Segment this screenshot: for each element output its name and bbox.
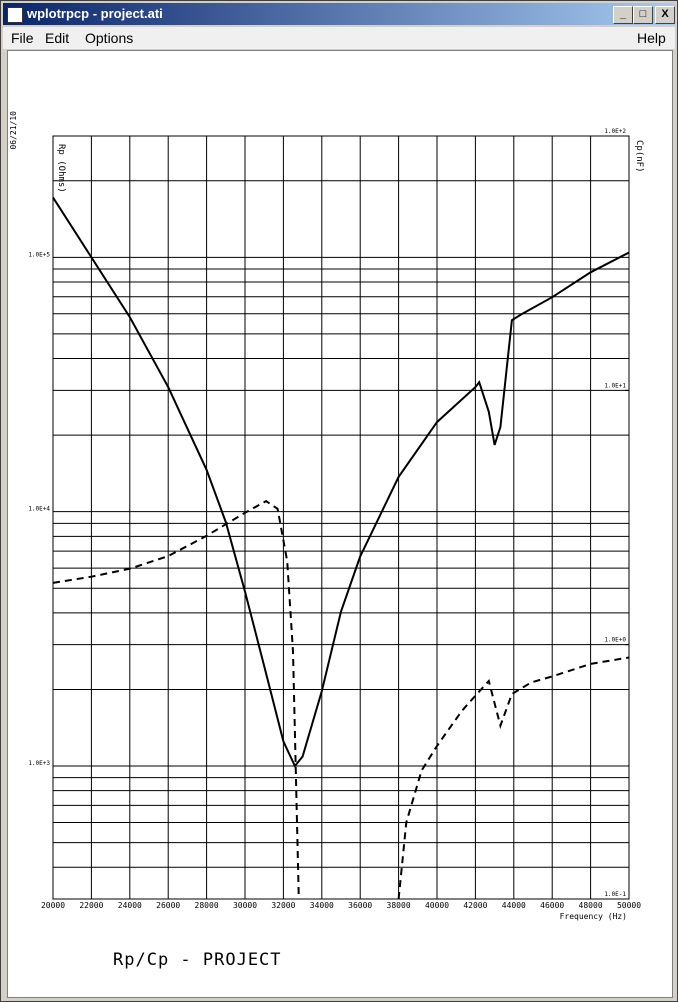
app-icon (7, 7, 23, 23)
x-tick-label: 38000 (387, 901, 411, 910)
menu-bar: File Edit Options Help (3, 27, 675, 49)
x-tick-label: 20000 (41, 901, 65, 910)
x-tick-label: 44000 (502, 901, 526, 910)
menu-item[interactable]: Help (637, 30, 666, 46)
y-axis-label: Rp (Ohms) (56, 144, 66, 193)
x-tick-label: 30000 (233, 901, 257, 910)
x-tick-label: 36000 (348, 901, 372, 910)
y-tick-label: 1.0E+5 (28, 251, 50, 258)
menu-item[interactable]: Edit (45, 30, 70, 46)
chart: 20000 22000 24000 26000 28000 30000 32000 34000… (9, 111, 644, 970)
series-line (52, 196, 630, 768)
window-title: wplotrpcp - project.ati (27, 6, 163, 21)
x-tick-label: 28000 (195, 901, 219, 910)
y-tick-label: 1.0E+4 (28, 506, 50, 513)
y2-tick-label: 1.0E+1 (604, 382, 626, 389)
y2-tick-label: 1.0E-1 (604, 891, 626, 898)
x-tick-label: 40000 (425, 901, 449, 910)
x-tick-label: 50000 (617, 901, 641, 910)
x-tick-label: 22000 (79, 901, 103, 910)
plot-window: 20000 22000 24000 26000 28000 30000 32000 34000… (7, 50, 673, 998)
y2-axis-label: Cp(nF) (634, 140, 644, 173)
x-axis-label: Frequency (Hz) (560, 912, 627, 921)
x-tick-label: 24000 (118, 901, 142, 910)
x-tick-label: 26000 (156, 901, 180, 910)
chart-title: Rp/Cp - PROJECT (113, 950, 282, 970)
y-tick-label: 1.0E+3 (28, 760, 50, 767)
title-bar: wplotrpcp - project.ati _ □ X (3, 3, 675, 25)
close-button[interactable]: X (655, 6, 675, 24)
x-tick-label: 34000 (310, 901, 334, 910)
x-tick-label: 46000 (540, 901, 564, 910)
y2-tick-label: 1.0E+0 (604, 637, 626, 644)
y2-tick-label: 1.0E+2 (604, 128, 626, 135)
date-label: 06/21/10 (9, 111, 18, 150)
maximize-button[interactable]: □ (633, 6, 653, 24)
x-tick-label: 32000 (271, 901, 295, 910)
menu-item[interactable]: File (11, 30, 34, 46)
menu-item[interactable]: Options (85, 30, 134, 46)
series-line (52, 499, 630, 900)
minimize-button[interactable]: _ (613, 6, 633, 24)
x-tick-label: 42000 (463, 901, 487, 910)
plot-frame (52, 135, 630, 900)
x-tick-label: 48000 (579, 901, 603, 910)
